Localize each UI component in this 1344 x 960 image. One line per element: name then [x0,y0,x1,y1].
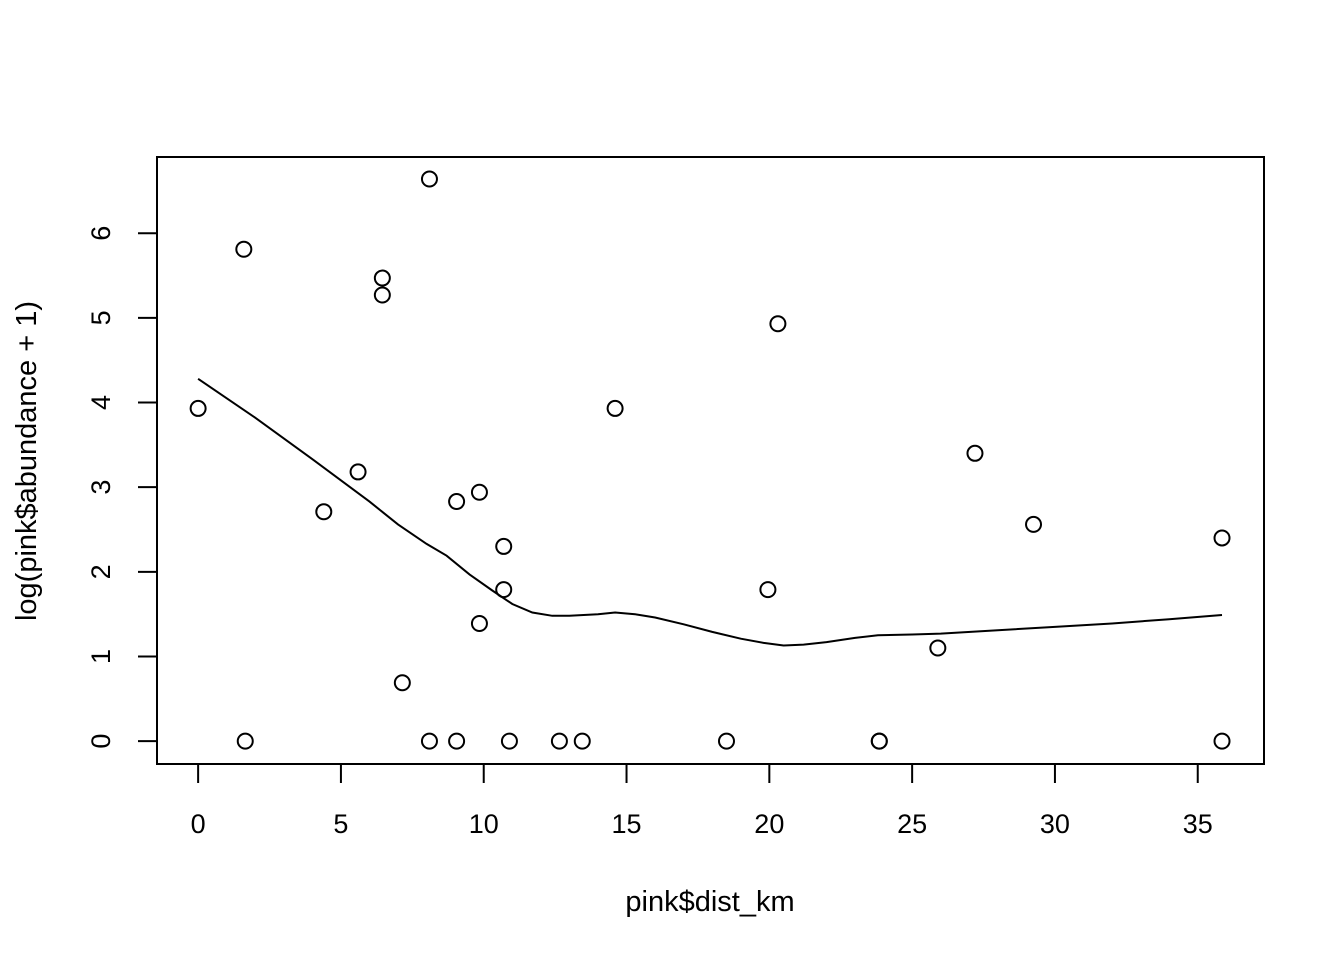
data-point [495,581,513,599]
x-tick-label: 0 [191,809,206,839]
data-point [349,463,367,481]
data-point [189,399,207,417]
data-point [1213,529,1231,547]
data-point [1025,515,1043,533]
data-point [966,444,984,462]
y-tick-label: 0 [86,734,116,749]
y-axis: 0 1 2 3 4 5 6 [86,226,158,749]
y-tick-label: 6 [86,226,116,241]
data-point [573,732,591,750]
y-tick-label: 2 [86,564,116,579]
y-axis-title: log(pink$abundance + 1) [11,301,43,621]
data-point [550,732,568,750]
data-point [470,483,488,501]
data-point [470,614,488,632]
data-point [373,269,391,287]
x-tick-label: 10 [469,809,499,839]
x-tick-label: 5 [333,809,348,839]
data-point [769,315,787,333]
x-axis: 0 5 10 15 20 25 30 35 [191,763,1213,839]
x-tick-label: 20 [754,809,784,839]
y-tick-label: 1 [86,649,116,664]
y-tick-label: 3 [86,480,116,495]
data-point [495,537,513,555]
data-point [448,493,466,511]
data-point [315,503,333,521]
data-point [929,639,947,657]
x-tick-label: 35 [1183,809,1213,839]
data-point [448,732,466,750]
x-tick-label: 25 [897,809,927,839]
data-point [393,674,411,692]
data-point [1213,732,1231,750]
smooth-line [197,377,1223,647]
x-tick-label: 30 [1040,809,1070,839]
data-point [373,286,391,304]
data-point [420,732,438,750]
data-point [420,170,438,188]
data-point [606,399,624,417]
data-point [759,581,777,599]
data-point [870,732,888,750]
data-point [236,732,254,750]
data-point [500,732,518,750]
data-point [235,240,253,258]
data-point [717,732,735,750]
smooth-line-layer [197,377,1223,647]
x-tick-label: 15 [612,809,642,839]
points-layer [189,170,1231,750]
x-axis-title: pink$dist_km [625,886,794,918]
y-tick-label: 4 [86,395,116,410]
y-tick-label: 5 [86,310,116,325]
